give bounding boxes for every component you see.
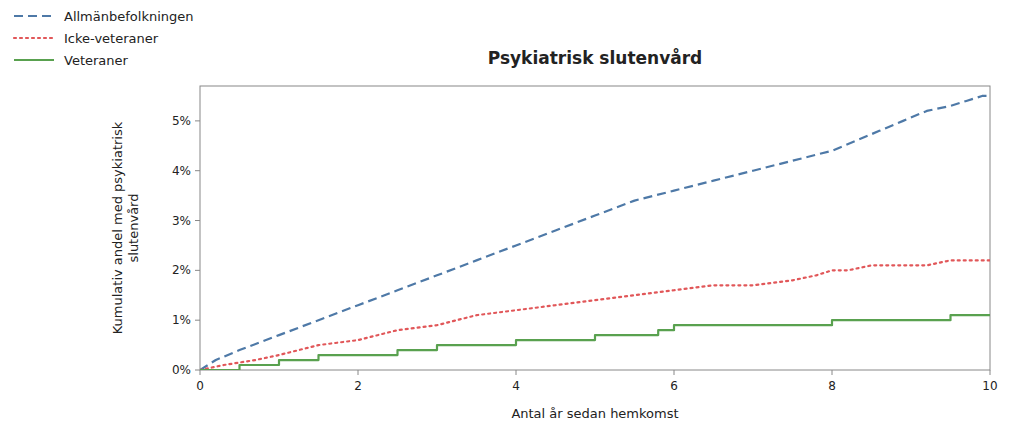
x-tick (990, 370, 991, 375)
x-tick (832, 370, 833, 375)
lines (200, 96, 990, 370)
legend-swatch (14, 37, 54, 39)
y-tick (195, 320, 200, 321)
y-axis: 0% 1% 2% 3% 4% 5% (172, 114, 200, 377)
series-line (200, 260, 990, 370)
legend-label: Veteraner (64, 53, 129, 68)
x-tick (200, 370, 201, 375)
y-tick-label: 4% (172, 164, 191, 178)
x-tick-label: 0 (196, 379, 204, 393)
x-tick (674, 370, 675, 375)
chart-title: Psykiatrisk slutenvård (488, 47, 703, 68)
y-tick-label: 0% (172, 363, 191, 377)
x-tick (358, 370, 359, 375)
x-axis: 0 2 4 6 8 10 (196, 370, 997, 393)
legend-label: Icke-veteraner (64, 31, 159, 46)
y-tick (195, 120, 200, 121)
plot-frame (200, 86, 990, 370)
legend: Allmänbefolkningen Icke-veteraner Veterane… (14, 9, 194, 68)
y-tick (195, 220, 200, 221)
legend-label: Allmänbefolkningen (64, 9, 194, 24)
y-axis-label: Kumulativ andel med psykiatriskslutenvår… (110, 121, 141, 334)
x-tick-label: 4 (512, 379, 520, 393)
y-tick-label: 1% (172, 313, 191, 327)
y-tick-label: 5% (172, 114, 191, 128)
legend-swatch (14, 15, 54, 17)
y-tick-label: 3% (172, 214, 191, 228)
x-tick-label: 2 (354, 379, 362, 393)
x-tick-label: 10 (982, 379, 997, 393)
y-tick-label: 2% (172, 263, 191, 277)
x-tick (516, 370, 517, 375)
x-tick-label: 6 (670, 379, 678, 393)
y-tick (195, 170, 200, 171)
x-axis-label: Antal år sedan hemkomst (511, 406, 678, 421)
legend-swatch (14, 59, 54, 61)
chart: 0 2 4 6 8 10 0% 1% 2% 3% 4% 5% Antal år sedan hemkom… (0, 0, 1024, 440)
y-tick (195, 370, 200, 371)
series-line (200, 96, 990, 370)
y-tick (195, 270, 200, 271)
series-line (200, 315, 990, 370)
x-tick-label: 8 (828, 379, 836, 393)
